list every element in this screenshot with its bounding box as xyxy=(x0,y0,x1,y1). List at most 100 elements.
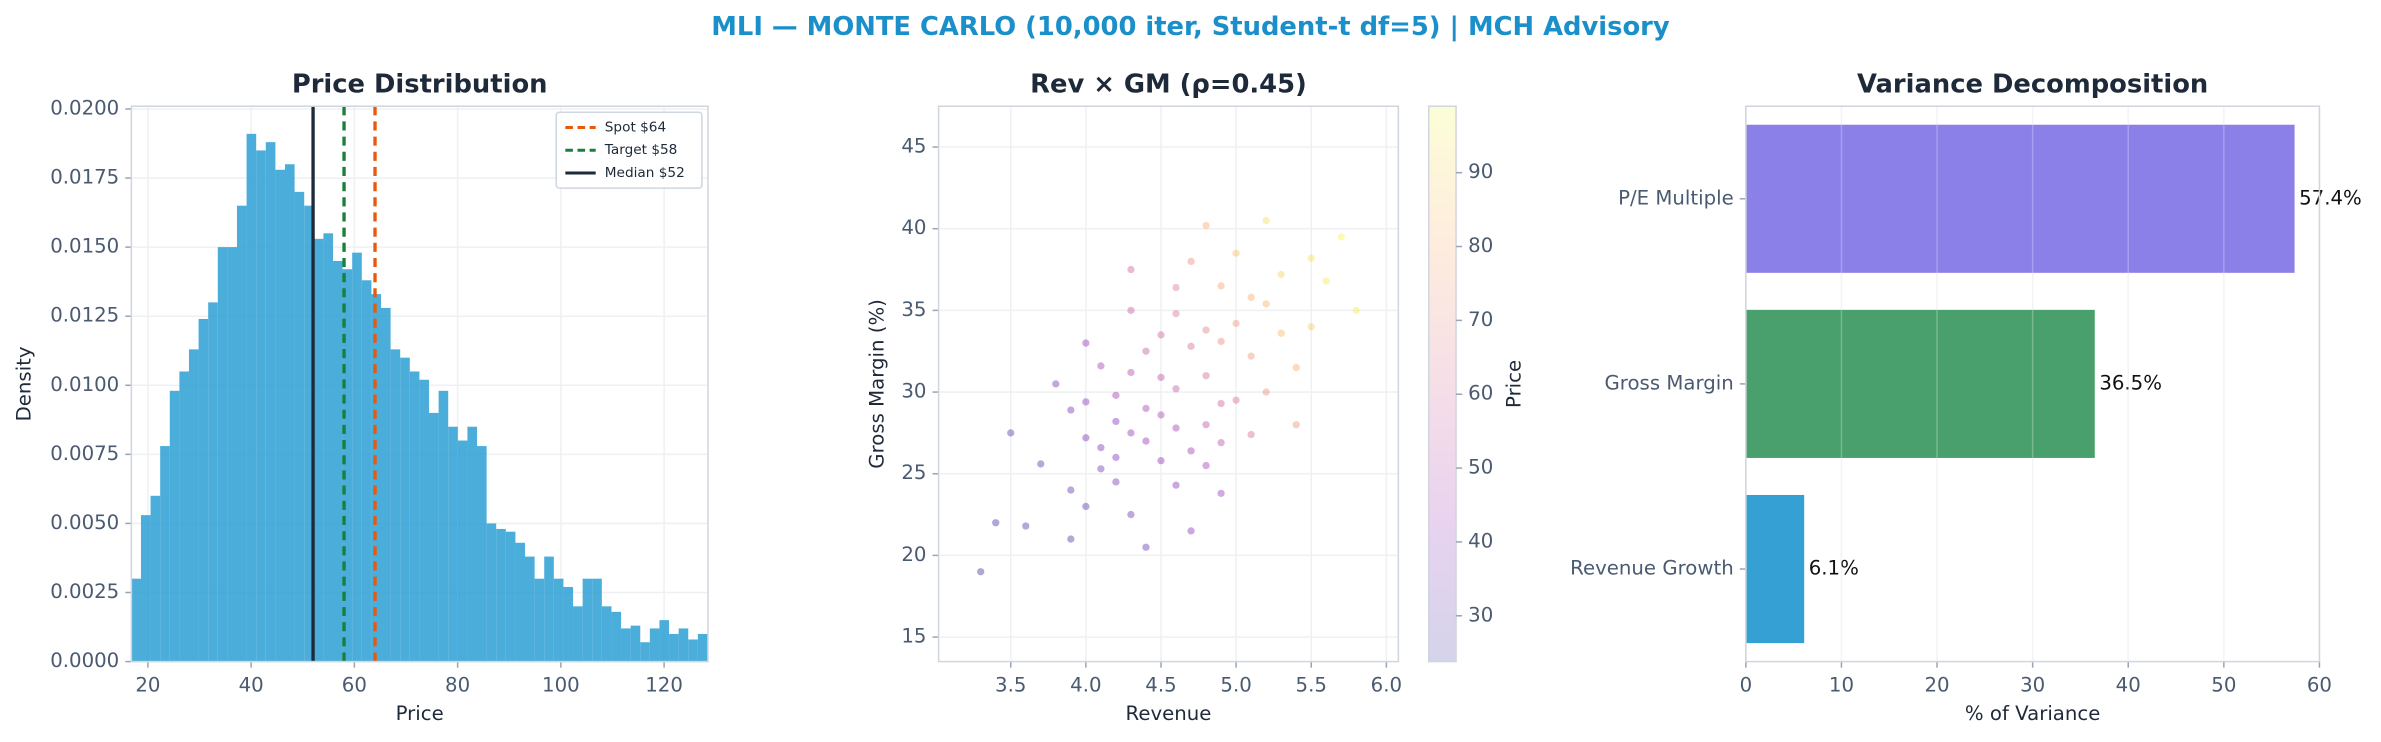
x-axis-label: Price xyxy=(396,702,444,725)
value-label: 36.5% xyxy=(2099,371,2162,394)
scatter-point xyxy=(1082,502,1090,511)
histogram-bar xyxy=(342,269,353,662)
scatter-point xyxy=(1127,510,1135,519)
scatter-point xyxy=(1277,270,1285,279)
y-tick-label: 0.0025 xyxy=(50,580,119,603)
histogram-bar xyxy=(457,440,468,662)
scatter-point xyxy=(1142,347,1150,355)
y-tick-label: 0.0050 xyxy=(50,511,119,534)
histogram-bar xyxy=(429,412,439,662)
x-axis-label: % of Variance xyxy=(1965,702,2100,725)
scatter-point xyxy=(1202,326,1210,334)
scatter-point xyxy=(1022,522,1030,530)
scatter-point xyxy=(1247,430,1255,439)
scatter-point xyxy=(1142,437,1150,445)
scatter-point xyxy=(1277,329,1285,337)
scatter-point xyxy=(992,519,1000,527)
histogram-bar xyxy=(304,205,314,662)
histogram-bar xyxy=(323,233,333,662)
scatter-point xyxy=(1052,380,1060,388)
histogram-bar xyxy=(419,379,430,662)
y-axis-label: Density xyxy=(13,346,36,421)
histogram-bar xyxy=(332,260,343,662)
y-tick-label: 15 xyxy=(901,625,926,648)
x-axis-label: Revenue xyxy=(1126,702,1212,725)
bar xyxy=(1745,494,1805,644)
scatter-point xyxy=(1157,457,1165,465)
scatter-point xyxy=(1217,439,1225,447)
scatter-point xyxy=(1112,478,1120,486)
scatter-point xyxy=(1172,481,1180,489)
scatter-point xyxy=(1067,535,1075,543)
scatter-point xyxy=(977,568,985,576)
y-tick-label: 0.0075 xyxy=(50,442,119,465)
scatter-point xyxy=(1217,399,1225,408)
histogram-bar xyxy=(409,371,420,662)
scatter-point xyxy=(1292,421,1300,429)
colorbar-tick-label: 90 xyxy=(1468,160,1493,183)
scatter-point xyxy=(1292,363,1300,372)
value-label: 57.4% xyxy=(2299,186,2362,209)
legend-label: Spot $64 xyxy=(605,119,666,135)
x-tick-label: 60 xyxy=(342,673,367,696)
y-tick-label: P/E Multiple xyxy=(1618,186,1734,209)
y-tick-label: 20 xyxy=(901,543,926,566)
histogram-bar xyxy=(179,371,189,662)
axes-frame xyxy=(130,105,709,663)
y-tick-label: 30 xyxy=(901,380,926,403)
scatter-point xyxy=(1232,396,1240,404)
bar xyxy=(1745,309,2095,458)
y-tick-label: 0.0175 xyxy=(50,166,119,189)
x-tick-label: 20 xyxy=(135,673,160,696)
histogram-bar xyxy=(217,247,228,662)
histogram-bar xyxy=(256,150,266,662)
scatter-point xyxy=(1142,404,1150,413)
histogram-bar xyxy=(534,578,545,662)
histogram-bar xyxy=(381,307,391,662)
histogram-bar xyxy=(208,302,218,662)
scatter-point xyxy=(1037,460,1045,468)
histogram-bar xyxy=(150,495,161,662)
y-tick-label: 35 xyxy=(901,298,926,321)
histogram-bar xyxy=(236,205,247,662)
scatter-point xyxy=(1172,283,1180,292)
scatter-point xyxy=(1232,319,1240,328)
histogram-bar xyxy=(582,578,593,662)
histogram-bar xyxy=(227,247,237,662)
histogram-bar xyxy=(515,542,526,662)
histogram-bar xyxy=(659,620,670,662)
scatter-point xyxy=(1082,398,1090,406)
histogram-bar xyxy=(477,446,487,662)
y-tick-label: 0.0200 xyxy=(50,96,119,119)
scatter-point xyxy=(1127,429,1135,437)
histogram-bar xyxy=(678,628,689,662)
colorbar-tick-label: 30 xyxy=(1468,603,1493,626)
histogram-bar xyxy=(400,357,410,662)
histogram-bar xyxy=(649,628,660,662)
y-axis-label: Gross Margin (%) xyxy=(865,299,888,469)
scatter-point xyxy=(1172,424,1180,432)
x-tick-label: 3.5 xyxy=(995,673,1026,696)
scatter-point xyxy=(1217,282,1225,290)
y-tick-label: 0.0150 xyxy=(50,235,119,258)
y-tick-label: 40 xyxy=(901,216,926,239)
axes-frame xyxy=(1745,105,2321,663)
histogram-bar xyxy=(390,349,401,662)
scatter-point xyxy=(1112,417,1120,426)
scatter-point xyxy=(1217,337,1225,346)
x-tick-label: 4.5 xyxy=(1145,673,1176,696)
scatter-point xyxy=(1262,388,1270,396)
scatter-point xyxy=(1157,411,1165,419)
histogram-bar xyxy=(352,252,362,662)
histogram-bar xyxy=(246,133,257,662)
colorbar-label: Price xyxy=(1503,360,1526,408)
scatter-point xyxy=(1247,293,1255,301)
x-tick-label: 10 xyxy=(1829,673,1854,696)
histogram-bar xyxy=(448,426,458,662)
scatter-point xyxy=(1187,527,1195,535)
scatter-point xyxy=(1097,362,1105,370)
histogram-bar xyxy=(467,426,478,662)
y-tick-label: 45 xyxy=(901,135,926,158)
panel-title: Rev × GM (ρ=0.45) xyxy=(1030,69,1307,99)
scatter-point xyxy=(1157,373,1165,382)
